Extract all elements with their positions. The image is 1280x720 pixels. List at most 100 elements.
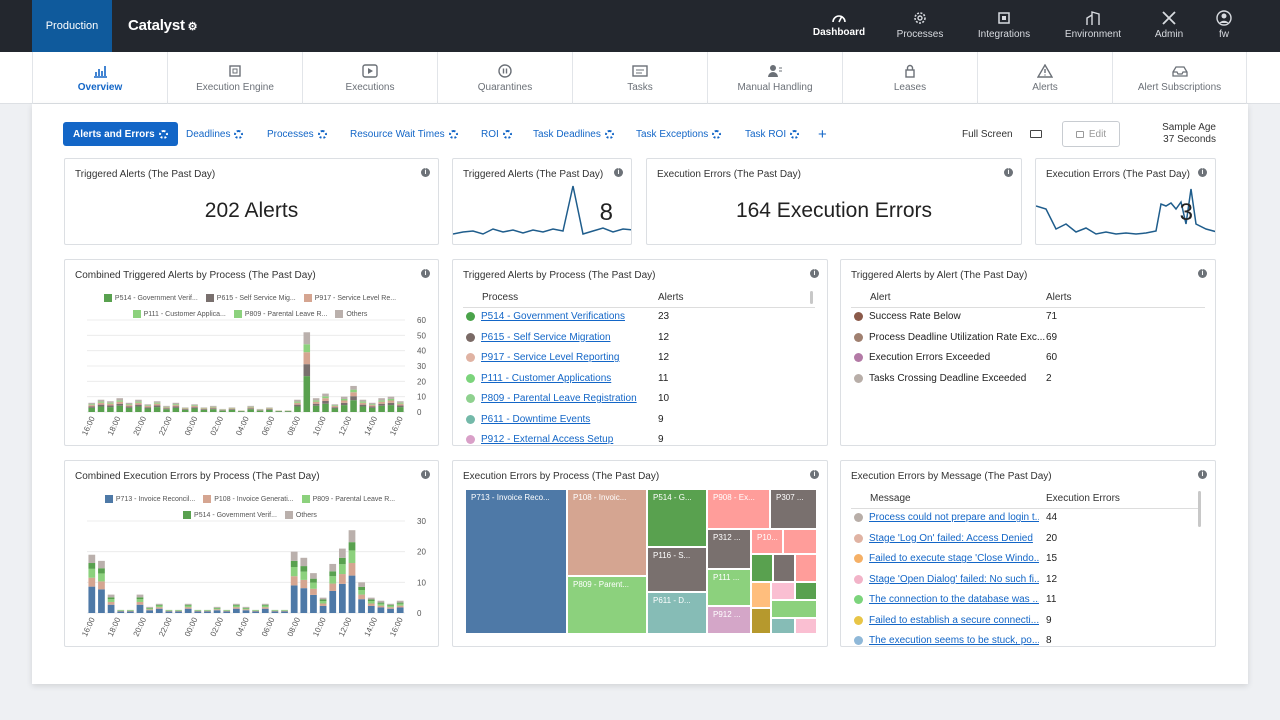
gear-icon[interactable] xyxy=(604,129,614,139)
tab-task-roi[interactable]: Task ROI xyxy=(745,122,800,146)
legend-item[interactable]: P809 - Parental Leave R... xyxy=(301,495,395,503)
treemap-cell[interactable]: P809 - Parent... xyxy=(567,576,647,634)
legend-item[interactable]: P917 - Service Level Re... xyxy=(303,294,396,302)
column-header[interactable]: Execution Errors xyxy=(1046,493,1120,504)
fullscreen-button[interactable]: Full Screen xyxy=(962,129,1013,140)
nav-admin[interactable]: Admin xyxy=(1129,10,1209,40)
treemap-cell[interactable]: P116 - S... xyxy=(647,547,707,592)
gear-icon[interactable] xyxy=(234,129,244,139)
treemap-cell[interactable]: P108 - Invoic... xyxy=(567,489,647,576)
nav-user[interactable]: fw xyxy=(1184,10,1264,40)
tab-processes[interactable]: Processes xyxy=(267,122,327,146)
table-row[interactable]: Execution Errors Exceeded 60 xyxy=(854,352,1184,363)
table-row[interactable]: P917 - Service Level Reporting 12 xyxy=(466,352,796,363)
row-link[interactable]: P611 - Downtime Events xyxy=(481,413,591,425)
tab-task-deadlines[interactable]: Task Deadlines xyxy=(533,122,614,146)
treemap-cell[interactable]: P10... xyxy=(751,529,783,554)
treemap-cell[interactable] xyxy=(771,618,795,634)
treemap-cell[interactable] xyxy=(751,608,771,634)
info-icon[interactable]: i xyxy=(614,168,623,177)
info-icon[interactable]: i xyxy=(1198,269,1207,278)
table-row[interactable]: P111 - Customer Applications 11 xyxy=(466,373,796,384)
treemap-cell[interactable]: P312 ... xyxy=(707,529,751,569)
table-row[interactable]: Process could not prepare and login t...… xyxy=(854,512,1184,523)
nav-dashboard[interactable]: Dashboard xyxy=(799,10,879,38)
subnav-overview[interactable]: Overview xyxy=(32,52,167,104)
gear-icon[interactable] xyxy=(712,129,722,139)
edit-button[interactable]: Edit xyxy=(1062,121,1120,147)
table-row[interactable]: P514 - Government Verifications 23 xyxy=(466,311,796,322)
table-row[interactable]: Failed to execute stage 'Close Windo... 1… xyxy=(854,553,1184,564)
treemap-cell[interactable]: P912 ... xyxy=(707,606,751,634)
row-link[interactable]: Failed to establish a secure connecti... xyxy=(869,614,1039,626)
scrollbar[interactable] xyxy=(1198,491,1201,527)
info-icon[interactable]: i xyxy=(1198,470,1207,479)
treemap-cell[interactable]: P111 ... xyxy=(707,569,751,606)
treemap-cell[interactable] xyxy=(751,582,771,608)
subnav-leases[interactable]: Leases xyxy=(842,52,977,104)
treemap-cell[interactable]: P514 - G... xyxy=(647,489,707,547)
table-row[interactable]: P912 - External Access Setup 9 xyxy=(466,434,796,445)
legend-item[interactable]: P514 - Government Verif... xyxy=(183,511,277,519)
row-link[interactable]: P912 - External Access Setup xyxy=(481,434,614,445)
legend-item[interactable]: P108 - Invoice Generati... xyxy=(203,495,294,503)
info-icon[interactable]: i xyxy=(421,269,430,278)
tab-resource-wait-times[interactable]: Resource Wait Times xyxy=(350,122,458,146)
treemap-cell[interactable] xyxy=(751,554,773,582)
table-row[interactable]: Stage 'Log On' failed: Access Denied 20 xyxy=(854,533,1184,544)
treemap-cell[interactable]: P611 - D... xyxy=(647,592,707,634)
nav-integrations[interactable]: Integrations xyxy=(964,10,1044,40)
column-header[interactable]: Process xyxy=(482,292,519,303)
column-header[interactable]: Message xyxy=(870,493,911,504)
scrollbar[interactable] xyxy=(810,291,813,304)
table-row[interactable]: P809 - Parental Leave Registration 10 xyxy=(466,393,796,404)
subnav-executions[interactable]: Executions xyxy=(302,52,437,104)
nav-processes[interactable]: Processes xyxy=(880,10,960,40)
table-row[interactable]: Process Deadline Utilization Rate Exc...… xyxy=(854,332,1184,343)
gear-icon[interactable] xyxy=(317,129,327,139)
table-row[interactable]: Success Rate Below 71 xyxy=(854,311,1184,322)
legend-item[interactable]: P713 - Invoice Reconcil... xyxy=(104,495,195,503)
row-link[interactable]: P615 - Self Service Migration xyxy=(481,331,611,343)
row-link[interactable]: Failed to execute stage 'Close Windo... xyxy=(869,553,1039,564)
legend-item[interactable]: P111 - Customer Applica... xyxy=(132,310,226,318)
subnav-manual-handling[interactable]: Manual Handling xyxy=(707,52,842,104)
tab-roi[interactable]: ROI xyxy=(481,122,512,146)
legend-item[interactable]: Others xyxy=(335,310,367,318)
subnav-tasks[interactable]: Tasks xyxy=(572,52,707,104)
row-link[interactable]: Stage 'Open Dialog' failed: No such fi..… xyxy=(869,573,1039,585)
tab-alerts-and-errors[interactable]: Alerts and Errors xyxy=(63,122,178,146)
row-link[interactable]: Process could not prepare and login t... xyxy=(869,512,1039,523)
info-icon[interactable]: i xyxy=(810,269,819,278)
info-icon[interactable]: i xyxy=(421,470,430,479)
legend-item[interactable]: P514 - Government Verif... xyxy=(103,294,198,302)
row-link[interactable]: P514 - Government Verifications xyxy=(481,311,625,322)
row-link[interactable]: P111 - Customer Applications xyxy=(481,372,612,384)
treemap-cell[interactable] xyxy=(771,582,795,600)
treemap-cell[interactable]: P307 ... xyxy=(770,489,817,529)
subnav-alerts[interactable]: Alerts xyxy=(977,52,1112,104)
treemap-cell[interactable]: P713 - Invoice Reco... xyxy=(465,489,567,634)
subnav-quarantines[interactable]: Quarantines xyxy=(437,52,572,104)
row-link[interactable]: The execution seems to be stuck, po... xyxy=(869,635,1039,646)
add-tab-button[interactable]: + xyxy=(818,125,827,143)
legend-item[interactable]: P615 - Self Service Mig... xyxy=(205,294,296,302)
row-link[interactable]: Stage 'Log On' failed: Access Denied xyxy=(869,532,1033,544)
column-header[interactable]: Alerts xyxy=(658,292,684,303)
row-link[interactable]: P917 - Service Level Reporting xyxy=(481,352,620,363)
keyboard-icon[interactable] xyxy=(1030,130,1042,138)
treemap-cell[interactable] xyxy=(795,554,817,582)
treemap-cell[interactable] xyxy=(783,529,817,554)
environment-badge[interactable]: Production xyxy=(32,0,112,52)
nav-environment[interactable]: Environment xyxy=(1053,10,1133,40)
tab-deadlines[interactable]: Deadlines xyxy=(186,122,244,146)
gear-icon[interactable] xyxy=(502,129,512,139)
info-icon[interactable]: i xyxy=(421,168,430,177)
table-row[interactable]: Tasks Crossing Deadline Exceeded 2 xyxy=(854,373,1184,384)
info-icon[interactable]: i xyxy=(1198,168,1207,177)
treemap-cell[interactable] xyxy=(795,618,817,634)
info-icon[interactable]: i xyxy=(810,470,819,479)
legend-item[interactable]: P809 - Parental Leave R... xyxy=(233,310,327,318)
tab-task-exceptions[interactable]: Task Exceptions xyxy=(636,122,722,146)
legend-item[interactable]: Others xyxy=(284,511,317,519)
